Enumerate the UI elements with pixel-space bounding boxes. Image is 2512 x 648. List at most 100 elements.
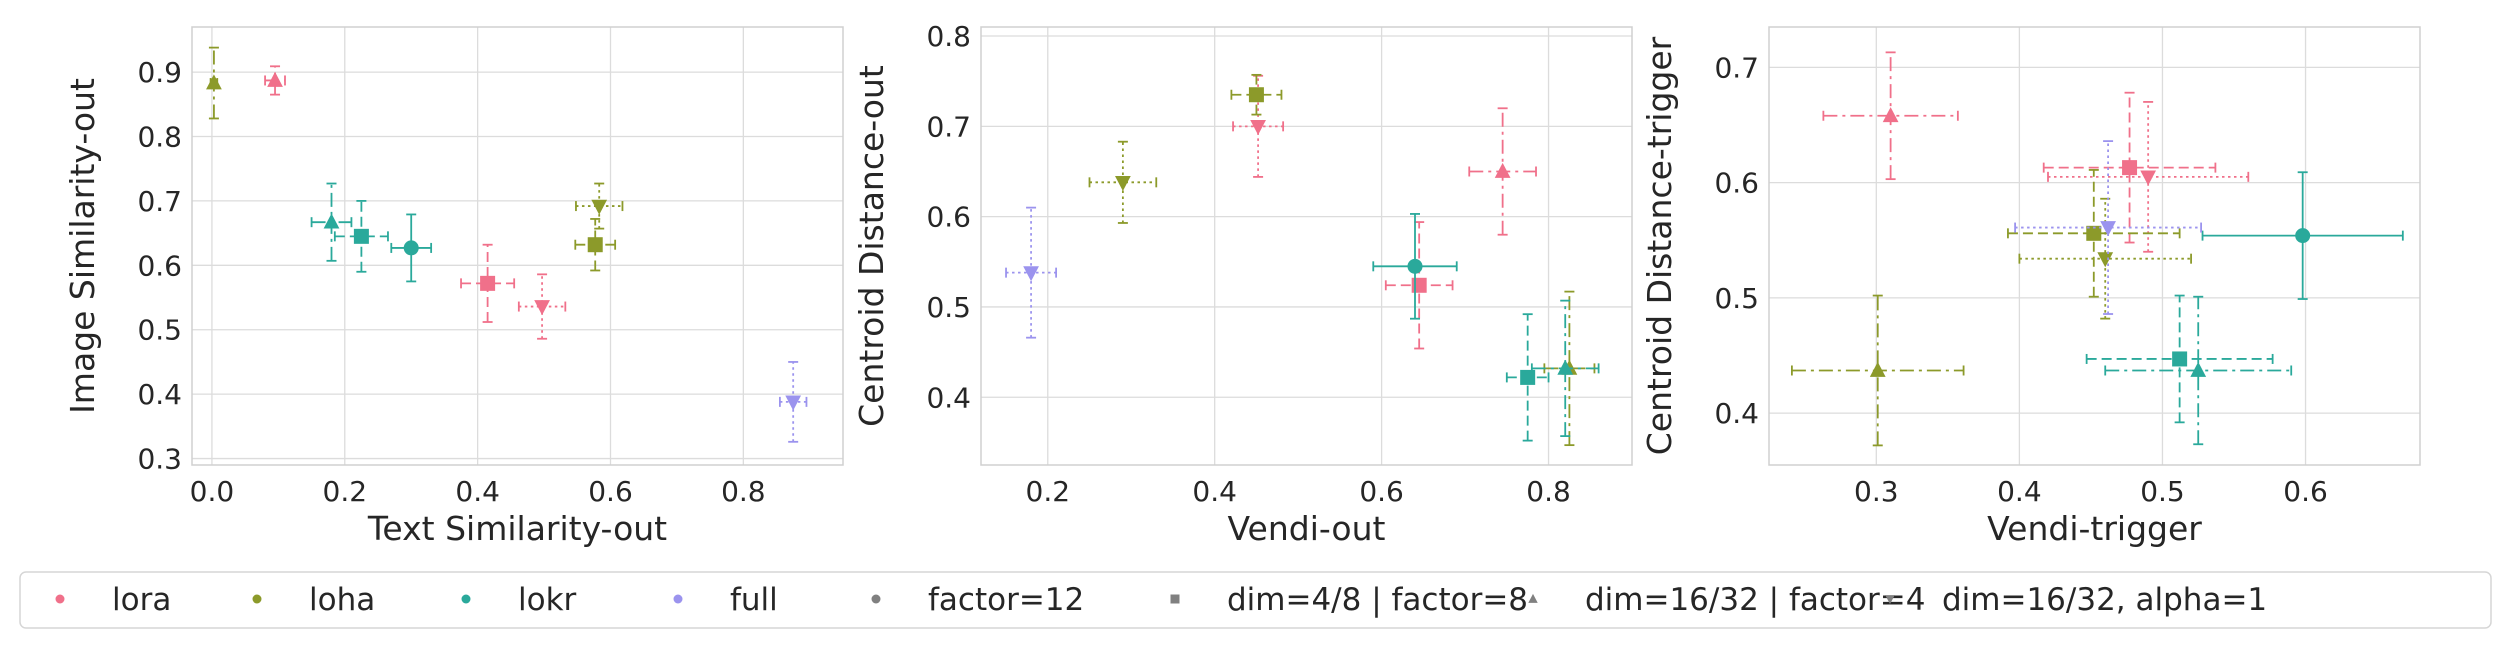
point-marker (2172, 351, 2188, 367)
point-marker (591, 199, 608, 215)
y-tick-label: 0.5 (926, 291, 971, 324)
point-marker (2097, 252, 2114, 268)
data-point-lokr-triangle (1530, 299, 1600, 438)
legend-marker (461, 594, 471, 604)
chart-panel-3: 0.3 0.4 0.5 0.6 0.4 0.5 0.6 0.7 Vendi-trigger Cen… (1640, 26, 2421, 548)
y-tick-label: 0.8 (137, 121, 182, 154)
x-tick-label: 0.6 (2283, 475, 2328, 508)
point-marker (1250, 119, 1266, 135)
legend-label: lora (112, 582, 171, 618)
legend-marker (55, 594, 65, 604)
x-tick-label: 0.5 (2140, 475, 2185, 508)
plot-frame (980, 26, 1633, 466)
y-axis-label: Centroid Distance-out (852, 65, 891, 427)
data-point-lokr-circle (1372, 213, 1458, 320)
legend-item-3: lokr (461, 582, 577, 618)
data-point-lokr-square (2085, 294, 2274, 424)
point-marker (1557, 359, 1574, 375)
data-point-lokr-circle (2201, 171, 2404, 300)
data-point-lora-tri_down (2047, 101, 2250, 253)
point-marker (1520, 369, 1536, 385)
point-marker (1494, 162, 1511, 178)
legend-item-2: loha (252, 582, 375, 618)
legend-marker (252, 594, 262, 604)
data-point-loha-tri_down (2018, 197, 2192, 320)
legend-item-4: full (673, 582, 778, 618)
legend-item-8: dim=16/32, alpha=1 (1885, 582, 2267, 618)
y-tick-label: 0.9 (137, 56, 182, 89)
data-point-loha-square (574, 218, 617, 272)
chart-panel-1: 0.0 0.2 0.4 0.6 0.8 0.3 0.4 0.5 0.6 0.7 0.8 0.9 Text… (63, 26, 844, 548)
y-tick-label: 0.6 (137, 249, 182, 282)
y-tick-label: 0.4 (1714, 397, 1759, 430)
data-point-lora-tri_down (517, 273, 567, 340)
y-tick-label: 0.3 (137, 443, 182, 476)
point-marker (2140, 170, 2157, 186)
point-marker (2122, 160, 2138, 176)
point-marker (1023, 266, 1039, 282)
x-tick-label: 0.2 (1026, 475, 1071, 508)
x-tick-label: 0.8 (721, 475, 766, 508)
legend-item-5: factor=12 (871, 582, 1084, 618)
legend-label: factor=12 (928, 582, 1084, 618)
y-tick-label: 0.5 (1714, 282, 1759, 315)
y-tick-label: 0.7 (137, 185, 182, 218)
point-marker (785, 395, 802, 411)
legend-label: dim=16/32 | factor=4 (1585, 582, 1925, 618)
data-point-lokr-triangle (310, 182, 353, 262)
point-marker (480, 275, 496, 291)
legend-marker (1885, 595, 1895, 605)
point-marker (587, 237, 603, 253)
point-marker (206, 74, 222, 90)
legend-item-7: dim=16/32 | factor=4 (1528, 582, 1925, 618)
plot-frame (1768, 26, 2421, 466)
legend-marker (871, 594, 881, 604)
y-axis-label: Image Similarity-out (63, 78, 102, 414)
legend-marker (1528, 593, 1538, 603)
point-marker (1407, 258, 1423, 274)
x-tick-label: 0.3 (1854, 475, 1899, 508)
legend-item-1: lora (55, 582, 171, 618)
legend-box (19, 571, 2492, 629)
data-point-loha-triangle (1790, 294, 1965, 447)
point-marker (1115, 175, 1131, 191)
data-point-lora-triangle (1822, 51, 1959, 181)
plot-frame (191, 26, 844, 466)
data-point-full-tri_down (778, 361, 808, 443)
data-point-lokr-square (333, 200, 389, 273)
x-tick-label: 0.8 (1526, 475, 1571, 508)
legend: lora loha lokr full factor=12 dim=4/8 | facto… (19, 571, 2492, 629)
data-point-lora-triangle (1468, 107, 1537, 236)
point-marker (1411, 277, 1427, 293)
legend-label: full (730, 582, 778, 618)
data-point-lora-square (1384, 221, 1454, 350)
point-marker (2190, 361, 2207, 377)
y-axis-label: Centroid Distance-trigger (1640, 36, 1679, 455)
data-point-lora-square (460, 243, 516, 323)
y-tick-label: 0.4 (137, 378, 182, 411)
legend-marker (673, 594, 683, 604)
legend-marker (1170, 594, 1180, 604)
y-tick-label: 0.7 (926, 110, 971, 143)
data-point-lokr-square (1505, 313, 1550, 442)
point-marker (1869, 361, 1886, 377)
x-tick-label: 0.0 (190, 475, 235, 508)
x-axis-label: Text Similarity-out (367, 509, 667, 548)
y-tick-label: 0.7 (1714, 51, 1759, 84)
y-tick-label: 0.5 (137, 314, 182, 347)
x-tick-label: 0.4 (1192, 475, 1237, 508)
data-point-lokr-triangle (2104, 295, 2293, 446)
point-marker (534, 300, 550, 316)
data-point-loha-tri_down (1088, 140, 1158, 224)
data-point-full-tri_down (2014, 140, 2202, 315)
data-point-lokr-circle (390, 213, 433, 283)
x-axis-label: Vendi-trigger (1987, 509, 2202, 548)
point-marker (267, 71, 283, 87)
y-tick-label: 0.4 (926, 381, 971, 414)
point-marker (1248, 87, 1264, 103)
x-tick-label: 0.4 (455, 475, 500, 508)
legend-label: dim=4/8 | factor=8 (1227, 582, 1528, 618)
point-marker (2295, 228, 2311, 244)
data-point-lora-triangle (264, 65, 286, 96)
